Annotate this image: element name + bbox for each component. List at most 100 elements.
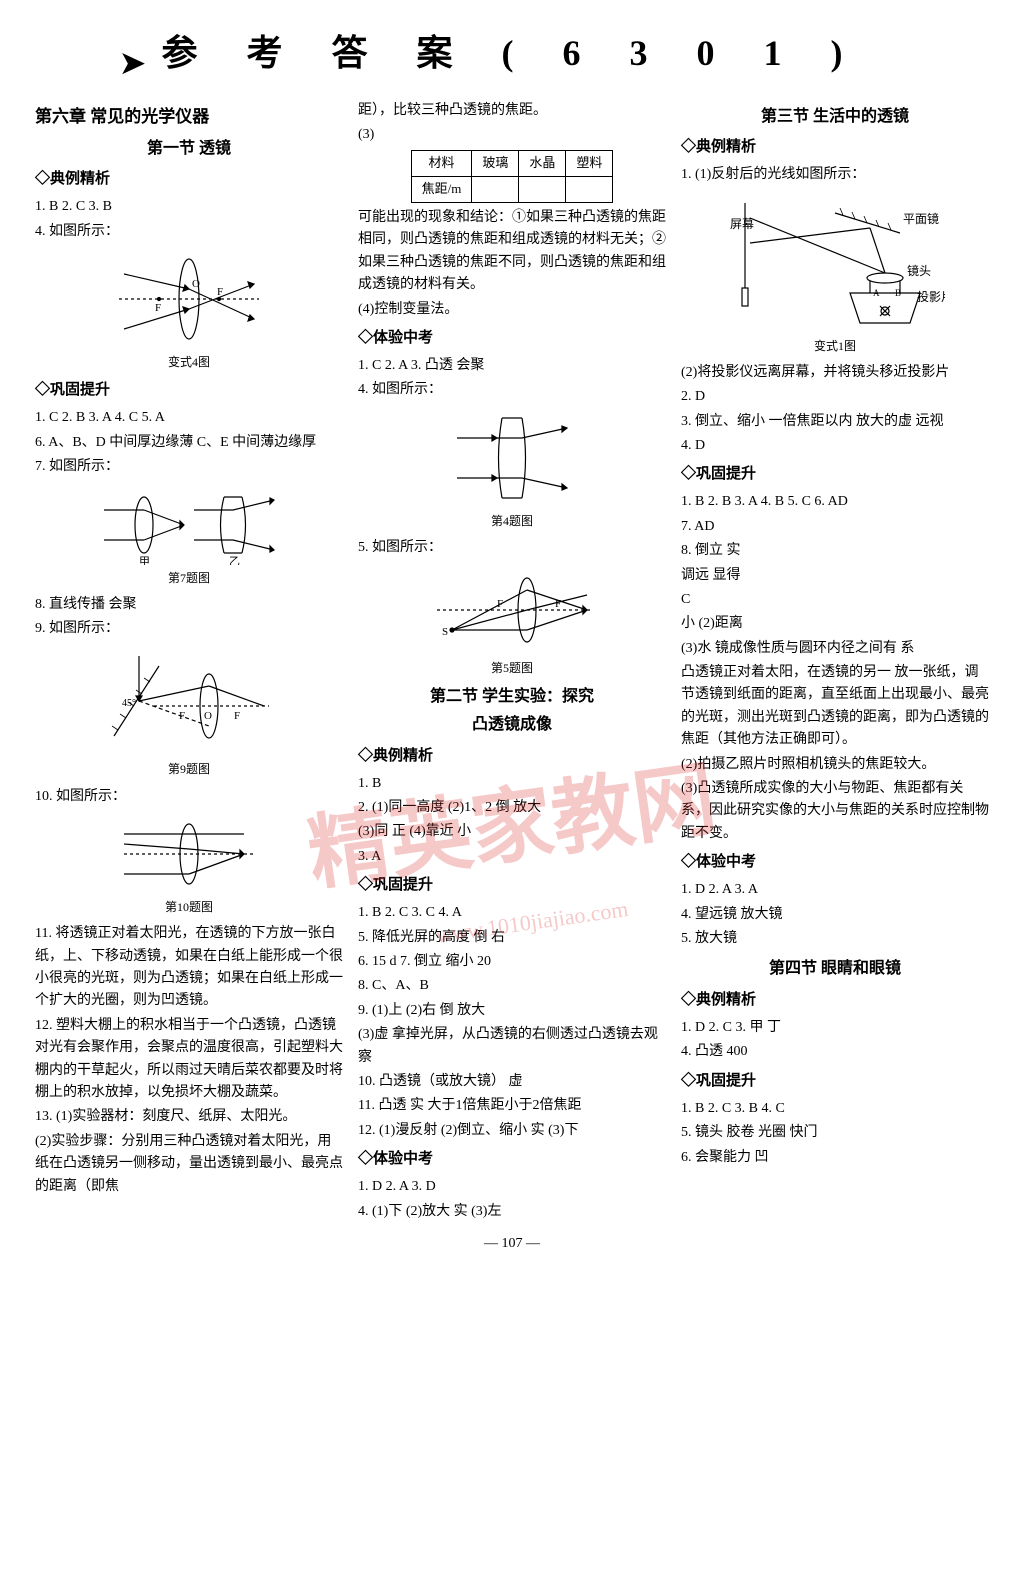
chapter-title: 第六章 常见的光学仪器	[35, 103, 343, 130]
heading-tiyan-1: ◇体验中考	[358, 326, 666, 350]
page-number: — 107 —	[0, 1233, 1024, 1255]
answer-line: 4. 如图所示：	[358, 379, 666, 401]
answer-line: (3)凸透镜所成实像的大小与物距、焦距都有关系，因此研究实像的大小与焦距的关系时…	[681, 778, 989, 845]
table-cell: 塑料	[566, 151, 613, 177]
answer-line: (4)控制变量法。	[358, 299, 666, 321]
answer-line: 1. C 2. A 3. 凸透 会聚	[358, 355, 666, 377]
svg-text:F: F	[155, 302, 161, 314]
figure-q10	[114, 814, 264, 894]
answer-line: (2)实验步骤：分别用三种凸透镜对着太阳光，用纸在凸透镜另一侧移动，量出透镜到最…	[35, 1131, 343, 1198]
fig10-caption: 第10题图	[35, 898, 343, 917]
section-2-title-b: 凸透镜成像	[358, 712, 666, 738]
answer-line: 8. 倒立 实	[681, 540, 989, 562]
arrow-icon: ➤	[120, 40, 165, 88]
table-cell: 水晶	[519, 151, 566, 177]
answer-line: 小 (2)距离	[681, 613, 989, 635]
answer-line: 1. B 2. C 3. C 4. A	[358, 902, 666, 924]
heading-gonggu-2: ◇巩固提升	[358, 873, 666, 897]
heading-gonggu-1: ◇巩固提升	[35, 378, 343, 402]
svg-text:A: A	[873, 288, 880, 298]
figure-variant-4: O F F	[109, 249, 269, 349]
heading-gonggu-3: ◇巩固提升	[681, 462, 989, 486]
section-4-title: 第四节 眼睛和眼镜	[681, 956, 989, 982]
answer-line: 1. B	[358, 773, 666, 795]
figure-exam-q5: S F F	[427, 565, 597, 655]
table-cell	[472, 177, 519, 203]
answer-line: 凸透镜正对着太阳，在透镜的另一 放一张纸，调节透镜到纸面的距离，直至纸面上出现最…	[681, 662, 989, 752]
answer-line: 10. 如图所示：	[35, 786, 343, 808]
heading-tiyan-2: ◇体验中考	[358, 1147, 666, 1171]
answer-line: 1. C 2. B 3. A 4. C 5. A	[35, 407, 343, 429]
answer-line: 13. (1)实验器材：刻度尺、纸屏、太阳光。	[35, 1106, 343, 1128]
figure-q9: 45° F O F	[104, 646, 274, 756]
svg-text:B: B	[895, 288, 901, 298]
heading-dianli-4: ◇典例精析	[681, 988, 989, 1012]
table-cell: 玻璃	[472, 151, 519, 177]
svg-text:甲: 甲	[139, 556, 150, 565]
answer-line: 6. 15 d 7. 倒立 缩小 20	[358, 951, 666, 973]
column-2: 距），比较三种凸透镜的焦距。 (3) 材料 玻璃 水晶 塑料 焦距/m 可能出现…	[358, 98, 666, 1225]
svg-text:F: F	[217, 286, 223, 298]
page-title: 参 考 答 案 ( 6 3 0 1 )	[162, 33, 863, 73]
column-3: 第三节 生活中的透镜 ◇典例精析 1. (1)反射后的光线如图所示：	[681, 98, 989, 1225]
answer-line: (2)将投影仪远离屏幕，并将镜头移近投影片	[681, 362, 989, 384]
heading-dianli-2: ◇典例精析	[358, 744, 666, 768]
answer-line: 4. 凸透 400	[681, 1041, 989, 1063]
answer-line: 1. D 2. A 3. A	[681, 879, 989, 901]
answer-line: 7. 如图所示：	[35, 456, 343, 478]
fig-proj-caption: 变式1图	[681, 337, 989, 356]
page-header: ➤ 参 考 答 案 ( 6 3 0 1 )	[0, 0, 1024, 98]
section-1-title: 第一节 透镜	[35, 136, 343, 162]
column-1: 第六章 常见的光学仪器 第一节 透镜 ◇典例精析 1. B 2. C 3. B …	[35, 98, 343, 1225]
table-cell	[566, 177, 613, 203]
answer-line: (3)水 镜成像性质与圆环内径之间有 系	[681, 638, 989, 660]
answer-line: 1. B 2. B 3. A 4. B 5. C 6. AD	[681, 491, 989, 513]
svg-text:45°: 45°	[122, 698, 136, 709]
content-columns: 第六章 常见的光学仪器 第一节 透镜 ◇典例精析 1. B 2. C 3. B …	[0, 98, 1024, 1225]
label-film: 投影片	[917, 289, 945, 304]
figure-q7: 甲 乙	[99, 485, 279, 565]
answer-line: 10. 凸透镜（或放大镜） 虚	[358, 1071, 666, 1093]
fig4-caption: 变式4图	[35, 353, 343, 372]
answer-line: 1. B 2. C 3. B	[35, 196, 343, 218]
answer-line: 5. 如图所示：	[358, 537, 666, 559]
heading-dianli-1: ◇典例精析	[35, 167, 343, 191]
answer-line: 12. 塑料大棚上的积水相当于一个凸透镜，凸透镜对光有会聚作用，会聚点的温度很高…	[35, 1015, 343, 1105]
label-screen: 屏幕	[730, 217, 754, 231]
figure-projector: 屏幕 平面镜 镜头 投影片 AB	[725, 193, 945, 333]
answer-line: 5. 镜头 胶卷 光圈 快门	[681, 1122, 989, 1144]
fig-t4-caption: 第4题图	[358, 512, 666, 531]
answer-line: 1. B 2. C 3. B 4. C	[681, 1098, 989, 1120]
answer-line: 2. (1)同一高度 (2)1、2 倒 放大	[358, 797, 666, 819]
figure-exam-q4	[452, 408, 572, 508]
svg-text:O: O	[192, 278, 200, 290]
answer-line: (2)拍摄乙照片时照相机镜头的焦距较大。	[681, 754, 989, 776]
table-cell: 焦距/m	[411, 177, 472, 203]
answer-line: 5. 降低光屏的高度 倒 右	[358, 927, 666, 949]
table-row: 材料 玻璃 水晶 塑料	[411, 151, 613, 177]
answer-line: 5. 放大镜	[681, 928, 989, 950]
answer-line: 4. 望远镜 放大镜	[681, 904, 989, 926]
table-row: 焦距/m	[411, 177, 613, 203]
answer-line: 1. D 2. A 3. D	[358, 1176, 666, 1198]
answer-line: 6. 会聚能力 凹	[681, 1147, 989, 1169]
answer-line: 8. 直线传播 会聚	[35, 594, 343, 616]
answer-line: 4. 如图所示：	[35, 221, 343, 243]
answer-line: 4. (1)下 (2)放大 实 (3)左	[358, 1201, 666, 1223]
svg-text:F: F	[234, 710, 240, 722]
fig-t5-caption: 第5题图	[358, 659, 666, 678]
answer-line: 可能出现的现象和结论：①如果三种凸透镜的焦距相同，则凸透镜的焦距和组成透镜的材料…	[358, 207, 666, 297]
answer-line: 3. A	[358, 846, 666, 868]
heading-dianli-3: ◇典例精析	[681, 135, 989, 159]
answer-line: 7. AD	[681, 516, 989, 538]
answer-line: 9. 如图所示：	[35, 618, 343, 640]
answer-line: (3)虚 拿掉光屏，从凸透镜的右侧透过凸透镜去观察	[358, 1024, 666, 1069]
answer-line: 1. D 2. C 3. 甲 丁	[681, 1017, 989, 1039]
svg-text:O: O	[204, 710, 212, 722]
label-mirror: 平面镜	[903, 211, 939, 226]
section-3-title: 第三节 生活中的透镜	[681, 104, 989, 130]
section-2-title-a: 第二节 学生实验：探究	[358, 684, 666, 710]
svg-text:F: F	[179, 710, 185, 722]
fig7-caption: 第7题图	[35, 569, 343, 588]
answer-line: 9. (1)上 (2)右 倒 放大	[358, 1000, 666, 1022]
